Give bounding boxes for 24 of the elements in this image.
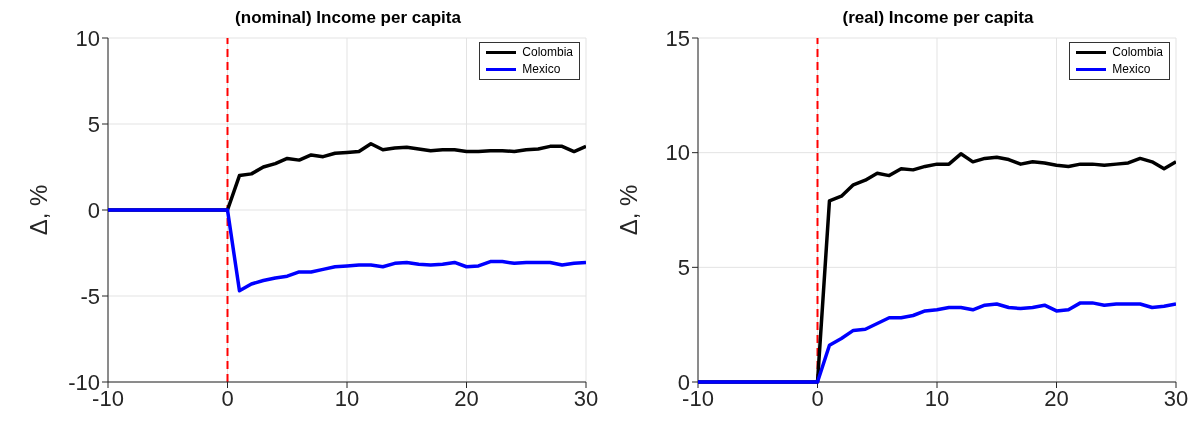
chart-title: (nominal) Income per capita (234, 8, 462, 28)
x-tick-label: 20 (454, 385, 479, 411)
legend-label: Mexico (1112, 61, 1151, 78)
legend-label: Mexico (522, 61, 561, 78)
x-tick-label: 0 (811, 385, 824, 411)
y-tick-label: 10 (75, 25, 100, 51)
chart-title: (real) Income per capita (841, 8, 1035, 28)
x-tick-label: 20 (1044, 385, 1069, 411)
y-tick-label: 5 (677, 255, 690, 281)
y-axis-title: Δ, % (24, 184, 52, 236)
y-tick-label: 10 (665, 140, 690, 166)
x-tick-label: 10 (924, 385, 950, 411)
x-tick-label: 0 (221, 385, 234, 411)
y-axis-title: Δ, % (614, 184, 642, 236)
line-series (108, 208, 586, 293)
y-tick-label: 0 (87, 197, 100, 223)
legend-label: Colombia (522, 44, 573, 61)
x-tick-label: 10 (334, 385, 360, 411)
y-tick-label: 15 (665, 25, 690, 51)
x-tick-label: 30 (573, 385, 599, 411)
y-tick-label: -5 (80, 283, 100, 309)
y-tick-label: 5 (87, 111, 100, 137)
legend-label: Colombia (1112, 44, 1163, 61)
x-tick-label: 30 (1163, 385, 1189, 411)
